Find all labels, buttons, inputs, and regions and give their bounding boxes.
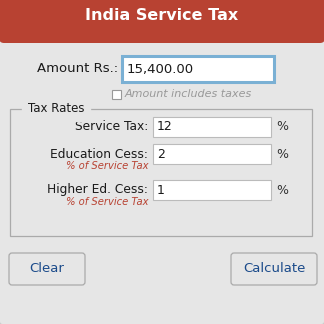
Text: Calculate: Calculate xyxy=(243,262,305,275)
Text: Clear: Clear xyxy=(29,262,64,275)
Text: %: % xyxy=(276,121,288,133)
Text: 1: 1 xyxy=(157,183,165,196)
Text: Amount includes taxes: Amount includes taxes xyxy=(125,89,252,99)
Bar xyxy=(153,180,271,200)
Text: 12: 12 xyxy=(157,121,173,133)
Bar xyxy=(153,117,271,137)
Text: India Service Tax: India Service Tax xyxy=(86,8,238,24)
FancyBboxPatch shape xyxy=(231,253,317,285)
Text: Higher Ed. Cess:: Higher Ed. Cess: xyxy=(47,183,148,196)
Text: %: % xyxy=(276,147,288,160)
Text: Education Cess:: Education Cess: xyxy=(50,147,148,160)
Text: % of Service Tax: % of Service Tax xyxy=(65,161,148,171)
Text: %: % xyxy=(276,183,288,196)
Text: 15,400.00: 15,400.00 xyxy=(127,63,194,75)
FancyBboxPatch shape xyxy=(9,253,85,285)
Bar xyxy=(4,28,320,38)
Text: Amount Rs.:: Amount Rs.: xyxy=(37,63,118,75)
Text: Tax Rates: Tax Rates xyxy=(28,102,85,115)
Bar xyxy=(153,144,271,164)
Text: Service Tax:: Service Tax: xyxy=(75,121,148,133)
FancyBboxPatch shape xyxy=(122,56,274,82)
FancyBboxPatch shape xyxy=(10,109,312,236)
Text: % of Service Tax: % of Service Tax xyxy=(65,197,148,207)
FancyBboxPatch shape xyxy=(112,90,121,99)
FancyBboxPatch shape xyxy=(0,0,324,43)
Text: 2: 2 xyxy=(157,147,165,160)
